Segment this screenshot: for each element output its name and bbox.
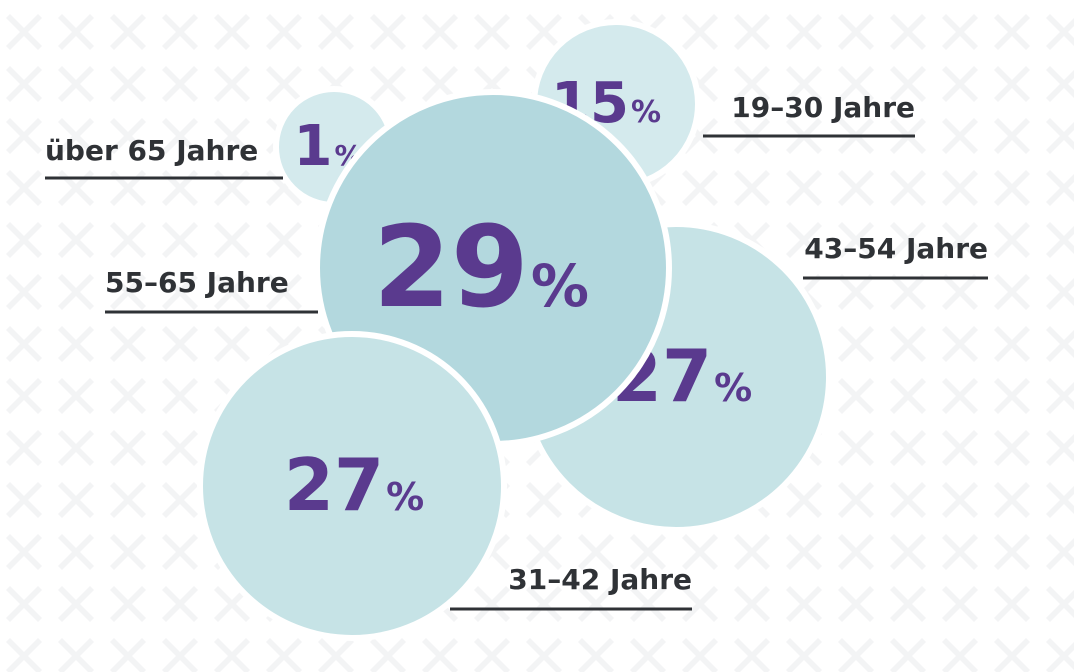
bubble-value-55-65-jahre: 29% xyxy=(373,203,589,333)
bubble-unit-43-54-jahre: % xyxy=(714,366,752,410)
bubble-unit-19-30-jahre: % xyxy=(631,95,661,130)
bubble-unit-31-42-jahre: % xyxy=(386,475,424,519)
bubble-number-31-42-jahre: 27 xyxy=(284,443,384,527)
bubble-unit-55-65-jahre: % xyxy=(531,252,589,320)
bubble-group-31-42-jahre: 27% xyxy=(197,331,507,641)
age-label-ueber-65-jahre: über 65 Jahre xyxy=(45,134,258,167)
age-label-43-54-jahre: 43–54 Jahre xyxy=(804,232,988,265)
bubble-31-42-jahre xyxy=(197,331,507,641)
bubble-number-ueber-65-jahre: 1 xyxy=(293,114,332,179)
age-label-31-42-jahre: 31–42 Jahre xyxy=(508,563,692,596)
age-label-19-30-jahre: 19–30 Jahre xyxy=(731,91,915,124)
bubble-number-55-65-jahre: 29 xyxy=(373,203,529,333)
bubble-value-31-42-jahre: 27% xyxy=(284,443,424,527)
age-label-55-65-jahre: 55–65 Jahre xyxy=(105,266,289,299)
bubble-value-ueber-65-jahre: 1% xyxy=(293,114,362,179)
